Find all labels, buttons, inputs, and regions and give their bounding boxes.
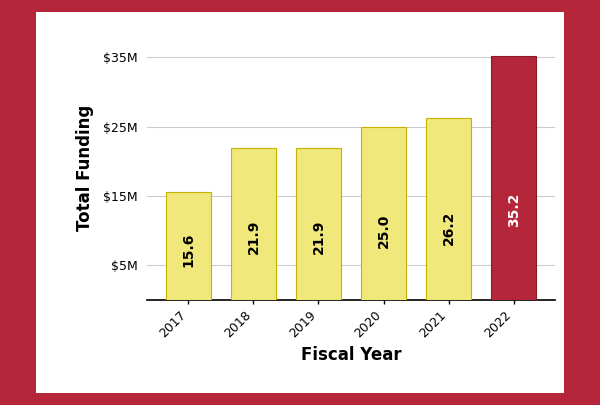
Bar xyxy=(426,118,472,300)
Text: 15.6: 15.6 xyxy=(181,233,196,267)
Text: 21.9: 21.9 xyxy=(247,220,260,254)
X-axis label: Fiscal Year: Fiscal Year xyxy=(301,346,401,364)
Y-axis label: Total Funding: Total Funding xyxy=(76,105,94,231)
Text: 25.0: 25.0 xyxy=(377,213,391,248)
Text: 21.9: 21.9 xyxy=(311,220,325,254)
Bar xyxy=(296,148,341,300)
Bar xyxy=(230,148,276,300)
Text: 26.2: 26.2 xyxy=(442,211,455,245)
Bar xyxy=(361,126,406,300)
Text: 35.2: 35.2 xyxy=(506,192,521,226)
Bar xyxy=(491,56,536,300)
Bar xyxy=(166,192,211,300)
